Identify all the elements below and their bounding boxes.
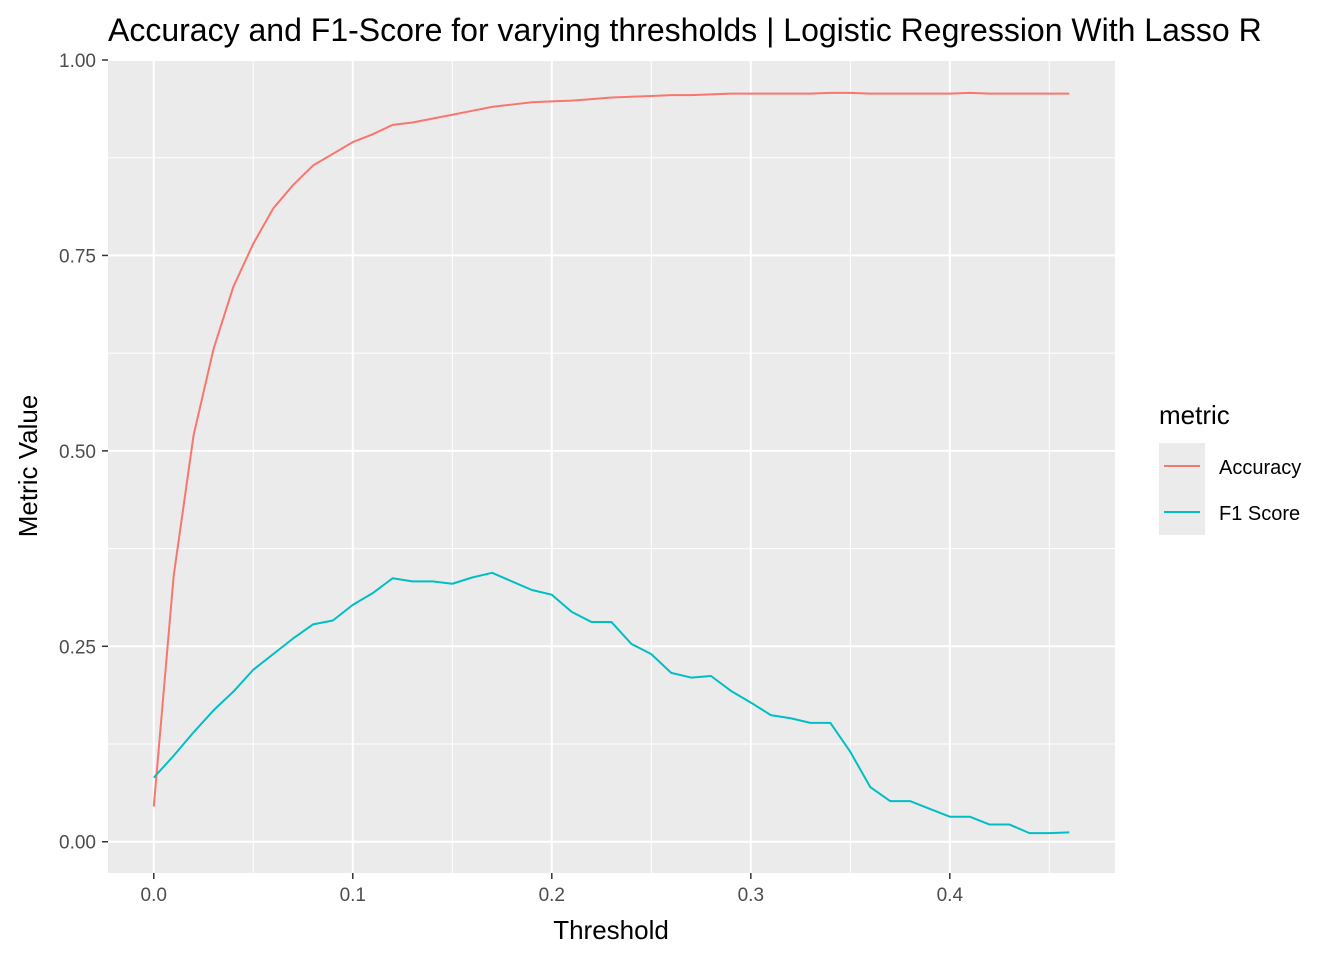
y-tick-labels: 0.00 0.25 0.50 0.75 1.00 [59, 51, 96, 854]
x-tick-label: 0.4 [937, 885, 964, 906]
x-tick-label: 0.0 [141, 885, 167, 906]
legend-title: metric [1159, 400, 1230, 430]
x-tick-labels: 0.0 0.1 0.2 0.3 0.4 [141, 885, 964, 906]
series-line-f1-score [153, 571, 1070, 835]
grid-minor [108, 60, 1115, 873]
y-tick-label: 0.25 [59, 637, 96, 658]
legend-item-accuracy: Accuracy [1159, 443, 1301, 489]
y-tick-label: 0.00 [59, 833, 96, 854]
series-line-accuracy [152, 91, 1070, 807]
chart-title: Accuracy and F1-Score for varying thresh… [108, 12, 1262, 48]
legend-label-accuracy: Accuracy [1219, 457, 1301, 479]
legend: metric Accuracy F1 Score [1159, 400, 1301, 535]
legend-item-f1-score: F1 Score [1159, 489, 1300, 535]
axis-ticks [102, 59, 951, 879]
x-tick-label: 0.1 [340, 885, 366, 906]
y-tick-label: 0.75 [59, 246, 96, 267]
grid-major [108, 59, 1115, 873]
x-tick-label: 0.3 [738, 885, 764, 906]
x-tick-label: 0.2 [539, 885, 565, 906]
y-tick-label: 0.50 [59, 442, 96, 463]
series-lines [152, 91, 1070, 835]
x-axis-title: Threshold [553, 915, 669, 945]
plot-panel [108, 60, 1115, 873]
y-axis-title: Metric Value [13, 395, 43, 538]
y-tick-label: 1.00 [59, 51, 96, 72]
legend-label-f1-score: F1 Score [1219, 503, 1300, 525]
